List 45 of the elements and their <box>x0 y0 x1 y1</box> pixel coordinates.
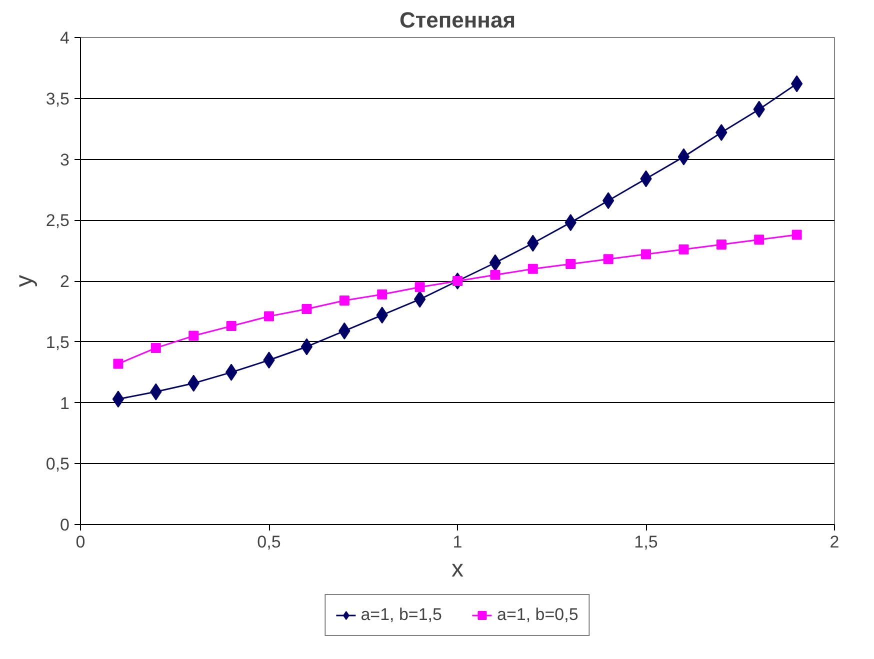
x-tick-label: 1,5 <box>634 532 658 552</box>
point <box>489 254 502 272</box>
point <box>112 390 124 408</box>
point <box>300 338 313 356</box>
y-tick-label: 2,5 <box>46 211 70 230</box>
point <box>678 148 690 166</box>
y-tick-label: 1,5 <box>46 332 70 352</box>
point <box>603 254 614 264</box>
point <box>678 244 689 254</box>
legend-label: a=1, b=0,5 <box>497 605 578 625</box>
point <box>225 364 238 381</box>
point <box>414 290 426 308</box>
point <box>414 282 425 292</box>
x-axis-title: x <box>452 556 464 582</box>
point <box>188 330 199 341</box>
point <box>150 342 161 353</box>
point <box>113 358 124 369</box>
y-tick-label: 0,5 <box>46 454 70 474</box>
point <box>302 304 312 314</box>
x-tick-label: 0 <box>76 532 86 552</box>
y-tick-label: 4 <box>60 28 70 48</box>
point <box>490 270 500 280</box>
point <box>792 230 802 240</box>
point <box>226 321 236 332</box>
y-tick-label: 3 <box>60 150 70 170</box>
point <box>790 75 803 92</box>
x-tick-label: 0,5 <box>257 532 281 552</box>
point <box>566 258 576 269</box>
point <box>377 289 388 300</box>
point <box>641 249 651 260</box>
point <box>264 311 274 322</box>
y-tick-label: 0 <box>60 516 70 534</box>
point <box>339 295 350 306</box>
y-tick-label: 1 <box>60 394 70 413</box>
legend-label: a=1, b=1,5 <box>360 605 442 625</box>
point <box>528 264 538 274</box>
y-tick-label: 2 <box>60 272 70 291</box>
y-axis-title: y <box>10 275 38 287</box>
point <box>716 239 726 250</box>
y-tick-label: 3,5 <box>46 89 70 108</box>
point <box>754 234 764 245</box>
x-tick-label: 2 <box>830 532 840 552</box>
chart-title: Степенная <box>399 8 516 32</box>
point <box>602 192 614 210</box>
x-tick-label: 1 <box>452 532 462 552</box>
